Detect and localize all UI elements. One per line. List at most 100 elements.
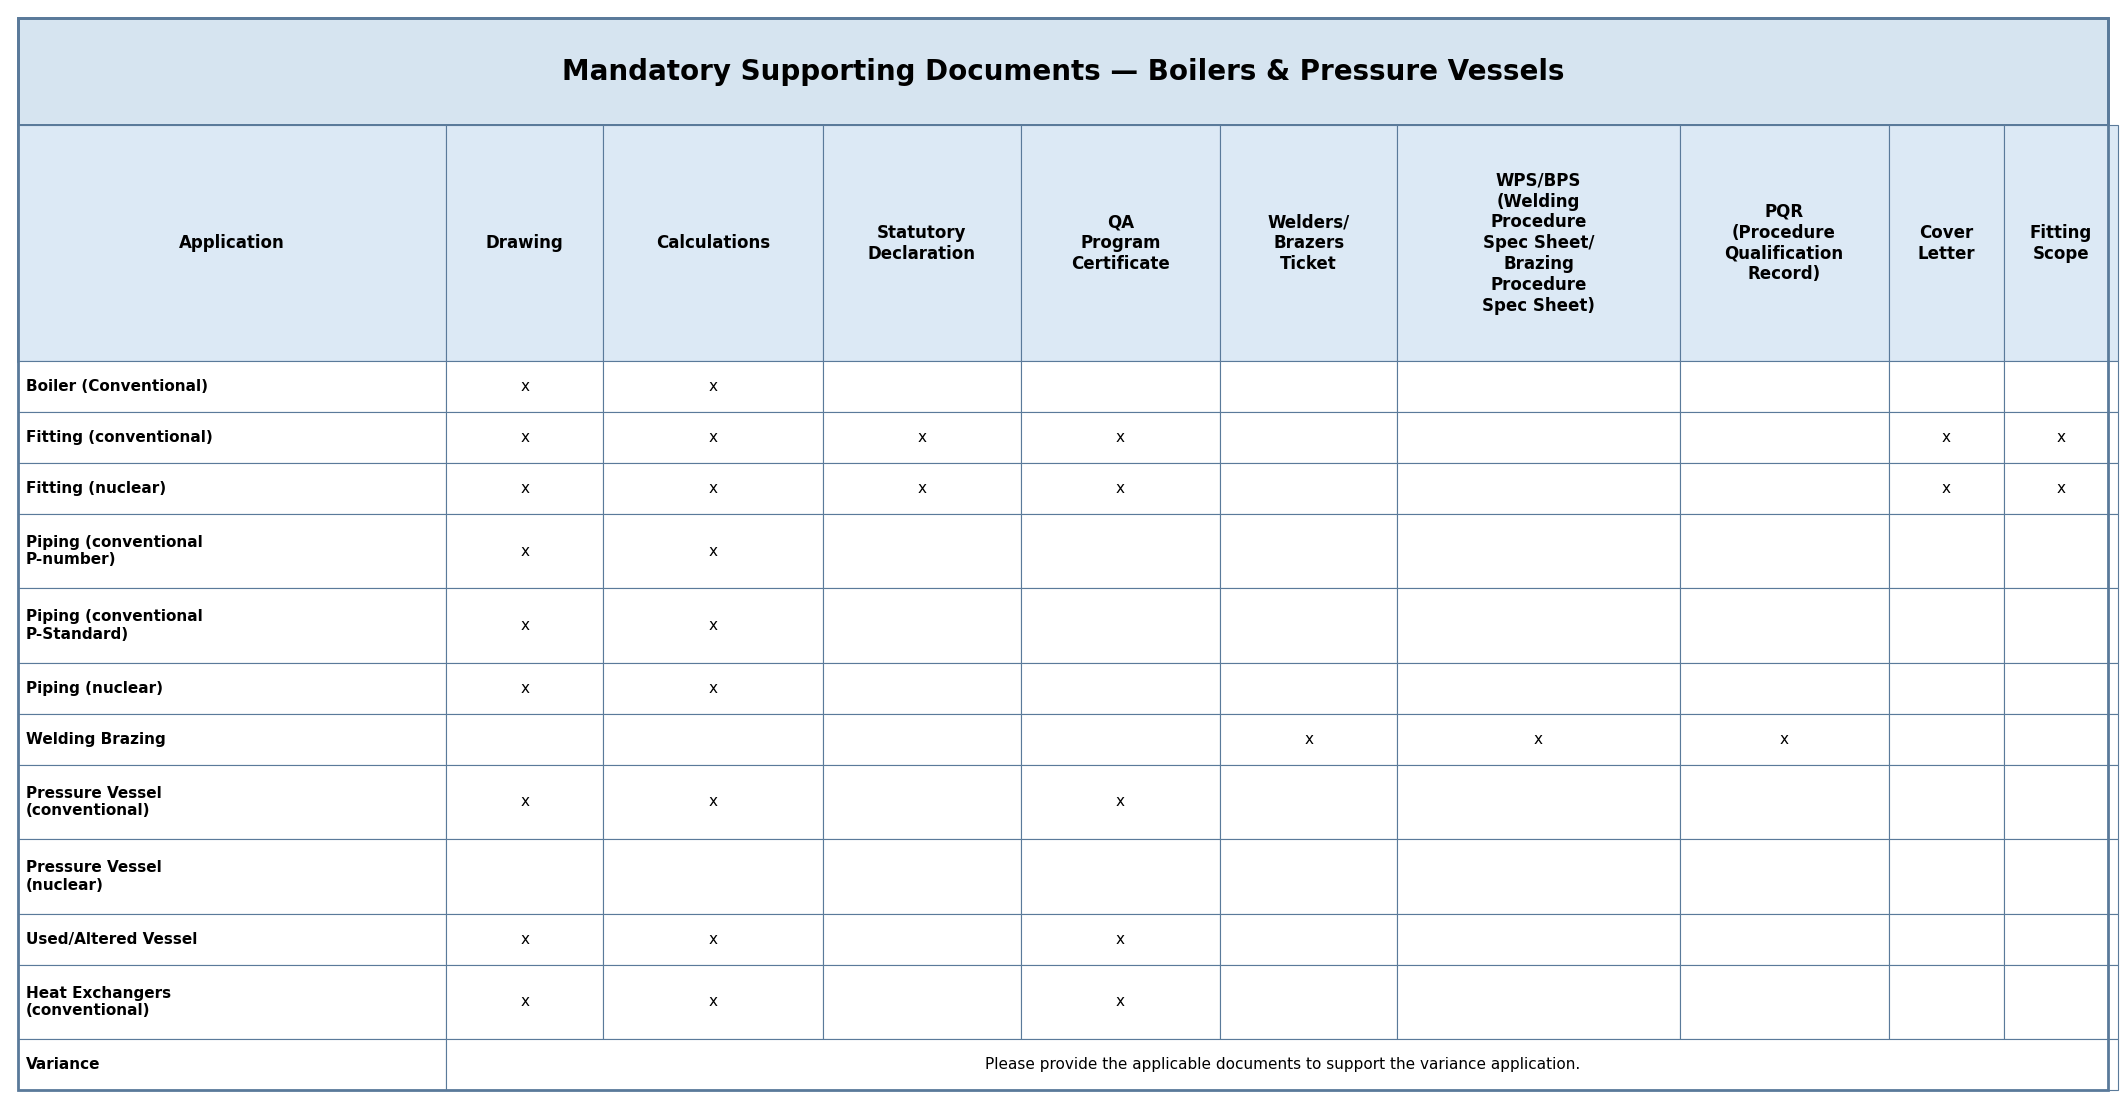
Bar [1397, 514, 1680, 588]
Bar [2003, 361, 2117, 412]
Text: Cover
Letter: Cover Letter [1918, 224, 1975, 263]
Text: x: x [521, 794, 529, 810]
Bar [17, 714, 446, 765]
Text: x: x [708, 994, 716, 1009]
Bar [1220, 965, 1397, 1039]
Bar [1020, 663, 1220, 714]
Bar [17, 588, 446, 663]
Bar [604, 361, 823, 412]
Text: x: x [2056, 430, 2066, 445]
Bar [1220, 663, 1397, 714]
Bar [1020, 361, 1220, 412]
Bar [1888, 125, 2003, 361]
Bar [1888, 914, 2003, 965]
Bar [1680, 914, 1888, 965]
Bar [2003, 714, 2117, 765]
Bar [1220, 765, 1397, 839]
Text: x: x [1116, 481, 1125, 496]
Bar [604, 714, 823, 765]
Bar [1220, 412, 1397, 463]
Bar [2003, 765, 2117, 839]
Bar [1220, 361, 1397, 412]
Text: Used/Altered Vessel: Used/Altered Vessel [26, 932, 198, 946]
Bar [823, 914, 1020, 965]
Bar [823, 588, 1020, 663]
Bar [1397, 463, 1680, 514]
Bar [1020, 914, 1220, 965]
Bar [1680, 361, 1888, 412]
Bar [1020, 839, 1220, 914]
Bar [17, 125, 446, 361]
Bar [1397, 914, 1680, 965]
Bar [604, 765, 823, 839]
Bar [446, 714, 604, 765]
Bar [2003, 125, 2117, 361]
Bar [446, 1039, 2117, 1090]
Bar [823, 125, 1020, 361]
Bar [446, 125, 604, 361]
Bar [17, 18, 2109, 125]
Text: x: x [708, 932, 716, 946]
Bar [604, 125, 823, 361]
Bar [1397, 588, 1680, 663]
Text: Fitting
Scope: Fitting Scope [2030, 224, 2092, 263]
Bar [823, 965, 1020, 1039]
Bar [1888, 663, 2003, 714]
Bar [1397, 714, 1680, 765]
Bar [604, 965, 823, 1039]
Text: WPS/BPS
(Welding
Procedure
Spec Sheet/
Brazing
Procedure
Spec Sheet): WPS/BPS (Welding Procedure Spec Sheet/ B… [1482, 172, 1594, 315]
Text: x: x [708, 481, 716, 496]
Bar [1020, 412, 1220, 463]
Bar [446, 361, 604, 412]
Text: Boiler (Conventional): Boiler (Conventional) [26, 379, 208, 394]
Bar [2003, 514, 2117, 588]
Bar [446, 588, 604, 663]
Bar [446, 663, 604, 714]
Bar [446, 765, 604, 839]
Bar [1888, 463, 2003, 514]
Text: x: x [2056, 481, 2066, 496]
Bar [823, 765, 1020, 839]
Text: x: x [1116, 994, 1125, 1009]
Text: x: x [521, 379, 529, 394]
Bar [1020, 965, 1220, 1039]
Text: x: x [521, 994, 529, 1009]
Text: QA
Program
Certificate: QA Program Certificate [1072, 214, 1169, 273]
Text: x: x [1779, 731, 1788, 747]
Bar [604, 839, 823, 914]
Bar [17, 514, 446, 588]
Bar [2003, 412, 2117, 463]
Bar [1220, 463, 1397, 514]
Bar [17, 361, 446, 412]
Bar [1397, 965, 1680, 1039]
Text: Piping (conventional
P-Standard): Piping (conventional P-Standard) [26, 609, 202, 642]
Bar [1888, 361, 2003, 412]
Bar [2003, 914, 2117, 965]
Bar [1397, 765, 1680, 839]
Bar [446, 965, 604, 1039]
Bar [604, 914, 823, 965]
Bar [1220, 125, 1397, 361]
Bar [823, 463, 1020, 514]
Bar [1020, 514, 1220, 588]
Text: Calculations: Calculations [655, 234, 770, 253]
Bar [1020, 765, 1220, 839]
Bar [1680, 839, 1888, 914]
Bar [1888, 588, 2003, 663]
Text: x: x [708, 544, 716, 558]
Bar [2003, 588, 2117, 663]
Text: Pressure Vessel
(nuclear): Pressure Vessel (nuclear) [26, 860, 162, 893]
Bar [446, 412, 604, 463]
Bar [1220, 514, 1397, 588]
Text: Welding Brazing: Welding Brazing [26, 731, 166, 747]
Bar [1680, 125, 1888, 361]
Text: Drawing: Drawing [487, 234, 563, 253]
Bar [17, 765, 446, 839]
Bar [1680, 714, 1888, 765]
Text: Mandatory Supporting Documents — Boilers & Pressure Vessels: Mandatory Supporting Documents — Boilers… [561, 58, 1565, 85]
Bar [1680, 514, 1888, 588]
Bar [1397, 361, 1680, 412]
Text: Welders/
Brazers
Ticket: Welders/ Brazers Ticket [1267, 214, 1350, 273]
Bar [1397, 839, 1680, 914]
Bar [1220, 588, 1397, 663]
